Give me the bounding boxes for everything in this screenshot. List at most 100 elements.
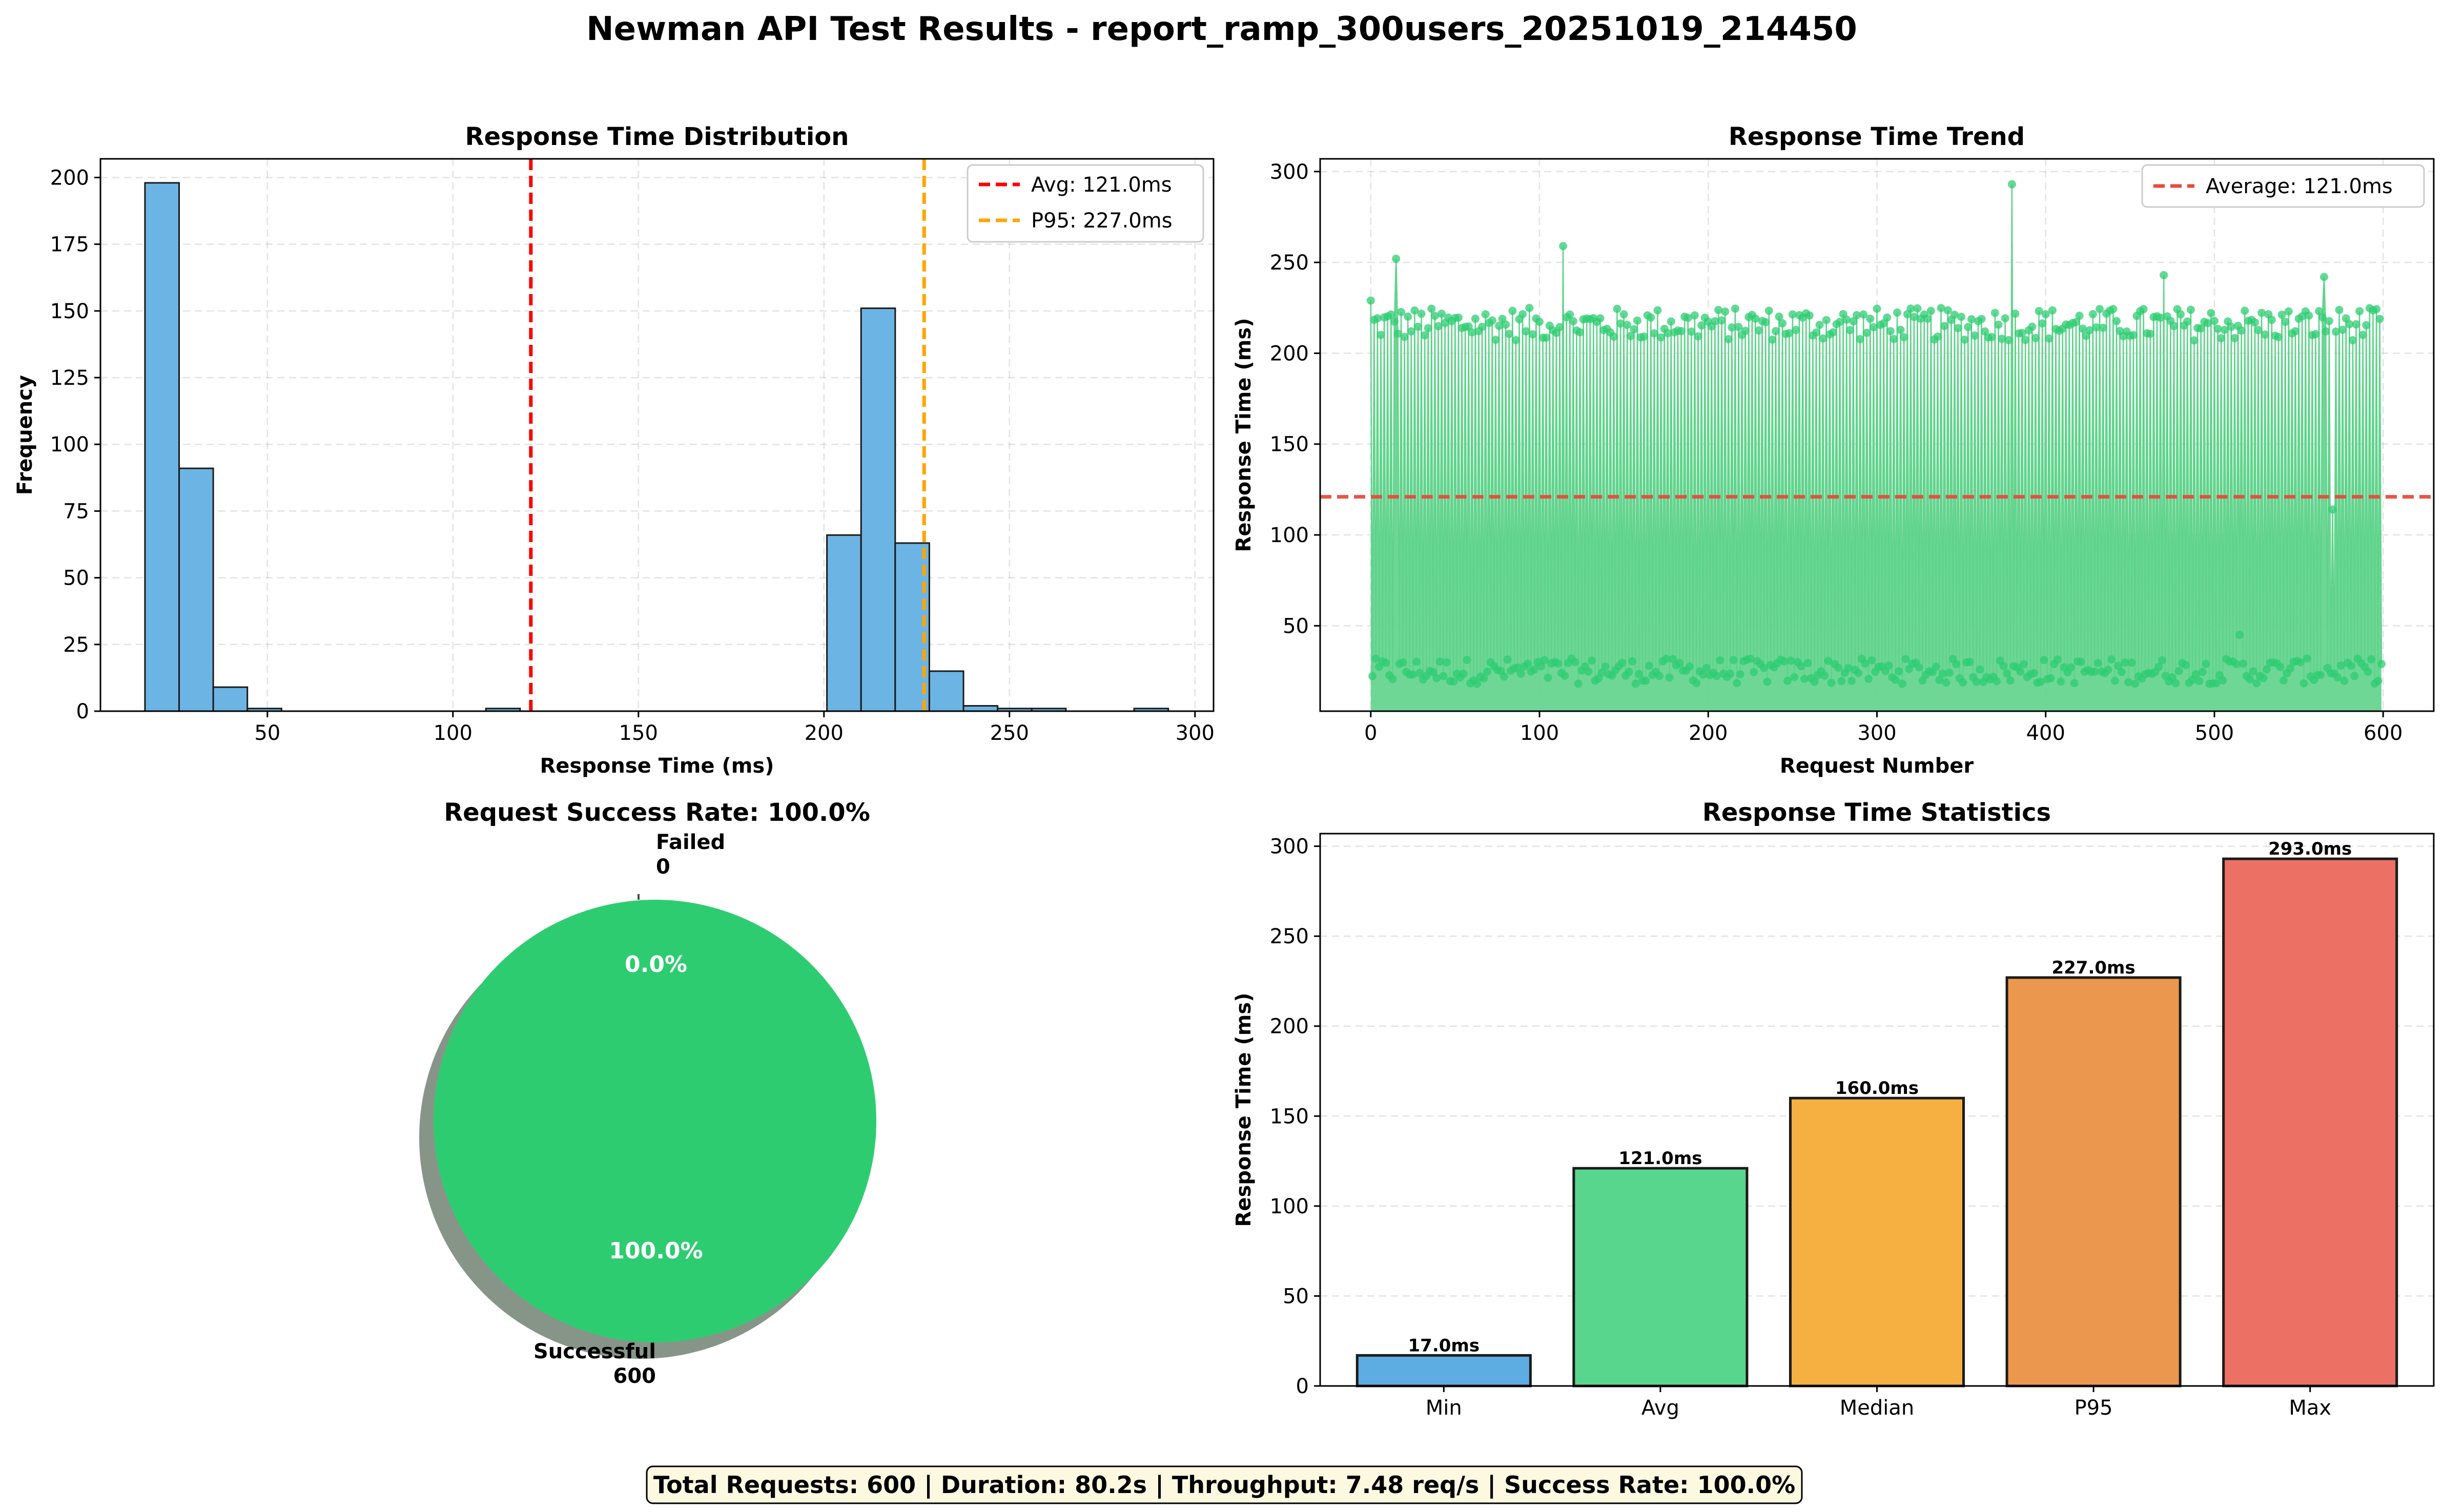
trend-point bbox=[1883, 313, 1892, 322]
trend-point bbox=[1764, 306, 1773, 315]
trend-point bbox=[2375, 315, 2384, 323]
trend-point bbox=[1967, 315, 1976, 324]
trend-point bbox=[2377, 659, 2386, 668]
trend-point bbox=[2018, 328, 2026, 337]
trend-point bbox=[2198, 668, 2207, 676]
trend-point bbox=[2146, 329, 2154, 338]
trend-point bbox=[1559, 242, 1568, 251]
trend-point bbox=[1432, 674, 1441, 682]
stats-bar-avg bbox=[1572, 1167, 1749, 1387]
trend-point bbox=[1368, 672, 1377, 680]
trend-area bbox=[1370, 184, 2381, 712]
trend-point bbox=[1728, 323, 1736, 332]
trend-point bbox=[1896, 325, 1905, 334]
trend-point bbox=[1783, 676, 1792, 685]
trend-point bbox=[1994, 320, 2003, 329]
stats-ticks: 0 50 100 150 200 250 300 Min Avg Median P95 Max bbox=[1270, 835, 2331, 1420]
trend-point bbox=[1569, 317, 1577, 325]
trend-point bbox=[1998, 335, 2006, 343]
summary-footer: Total Requests: 600 | Duration: 80.2s | … bbox=[646, 1465, 1803, 1504]
histogram-ytick-label: 50 bbox=[63, 567, 89, 590]
trend-point bbox=[1717, 316, 1726, 325]
trend-point bbox=[2311, 330, 2320, 339]
trend-point bbox=[2169, 322, 2178, 330]
trend-point bbox=[1542, 334, 1551, 342]
trend-point bbox=[2156, 314, 2165, 322]
trend-point bbox=[1981, 327, 1989, 336]
histogram-title: Response Time Distribution bbox=[465, 122, 849, 151]
trend-point bbox=[1483, 668, 1491, 676]
trend-point bbox=[2338, 325, 2347, 334]
trend-point bbox=[1932, 662, 1940, 671]
stats-bar-label: 227.0ms bbox=[2051, 958, 2135, 978]
trend-point bbox=[1635, 670, 1644, 678]
trend-point bbox=[2348, 336, 2357, 345]
trend-point bbox=[1937, 304, 1945, 313]
trend-point bbox=[1797, 662, 1805, 671]
trend-point bbox=[2355, 307, 2364, 316]
histogram-ytick-label: 25 bbox=[63, 633, 89, 657]
trend-point bbox=[1625, 668, 1633, 676]
trend-point bbox=[1923, 315, 1932, 323]
trend-point bbox=[1790, 673, 1799, 681]
trend-point bbox=[2350, 672, 2359, 680]
trend-point bbox=[1628, 657, 1637, 666]
trend-point bbox=[2028, 322, 2037, 331]
trend-point bbox=[1847, 676, 1856, 685]
trend-point bbox=[2031, 334, 2040, 342]
pie-slice-successful bbox=[434, 900, 876, 1342]
histogram-ytick-label: 0 bbox=[76, 700, 89, 723]
trend-ytick-label: 200 bbox=[1270, 342, 1309, 365]
trend-point bbox=[1990, 308, 1999, 317]
trend-point bbox=[2237, 326, 2246, 335]
stats-ytick-label: 300 bbox=[1270, 835, 1309, 859]
trend-point bbox=[1940, 322, 1949, 330]
trend-point bbox=[2190, 336, 2199, 345]
trend-point bbox=[1898, 679, 1906, 688]
trend-point bbox=[1759, 664, 1768, 672]
trend-point bbox=[2104, 666, 2112, 674]
trend-point bbox=[2372, 305, 2381, 314]
trend-point bbox=[2182, 661, 2190, 670]
trend-point bbox=[1417, 309, 1426, 318]
trend-point bbox=[2207, 308, 2215, 317]
trend-point bbox=[2191, 670, 2200, 679]
trend-point bbox=[1867, 656, 1876, 665]
trend-point bbox=[2195, 677, 2204, 686]
trend-point bbox=[2241, 306, 2249, 315]
trend-point bbox=[2124, 678, 2133, 687]
histogram-legend-box bbox=[967, 164, 1204, 243]
trend-point bbox=[1761, 318, 1770, 326]
trend-point bbox=[1768, 336, 1777, 344]
trend-point bbox=[1596, 314, 1605, 323]
trend-point bbox=[1964, 323, 1973, 332]
trend-point bbox=[2227, 322, 2235, 331]
trend-point bbox=[1508, 306, 1517, 315]
pie-count-successful: 600 bbox=[613, 1364, 656, 1388]
stats-bars: 17.0ms 121.0ms 160.0ms 227.0ms 293.0ms bbox=[1356, 839, 2398, 1387]
trend-point bbox=[1480, 674, 1488, 682]
trend-point bbox=[2274, 333, 2283, 341]
trend-point bbox=[1415, 669, 1424, 677]
trend-xlabel: Request Number bbox=[1780, 754, 1974, 778]
trend-point bbox=[2088, 310, 2097, 319]
trend-point bbox=[1653, 306, 1662, 315]
stats-xtick-label: P95 bbox=[2075, 1396, 2113, 1420]
trend-point bbox=[1571, 658, 1579, 667]
trend-point bbox=[1734, 323, 1743, 332]
trend-point bbox=[1891, 675, 1900, 684]
trend-point bbox=[1400, 333, 1409, 341]
trend-point bbox=[1609, 333, 1618, 341]
trend-point bbox=[1442, 658, 1451, 667]
trend-point bbox=[2213, 324, 2222, 333]
trend-point bbox=[1786, 656, 1795, 665]
histogram-bin bbox=[860, 307, 896, 712]
trend-point bbox=[1741, 326, 1750, 335]
trend-point bbox=[2296, 658, 2305, 667]
histogram-ytick-label: 100 bbox=[50, 433, 89, 457]
trend-point bbox=[1518, 310, 1527, 319]
trend-point bbox=[1864, 675, 1873, 683]
trend-point bbox=[2154, 662, 2163, 671]
trend-point bbox=[1926, 306, 1935, 315]
trend-point bbox=[1746, 654, 1755, 663]
